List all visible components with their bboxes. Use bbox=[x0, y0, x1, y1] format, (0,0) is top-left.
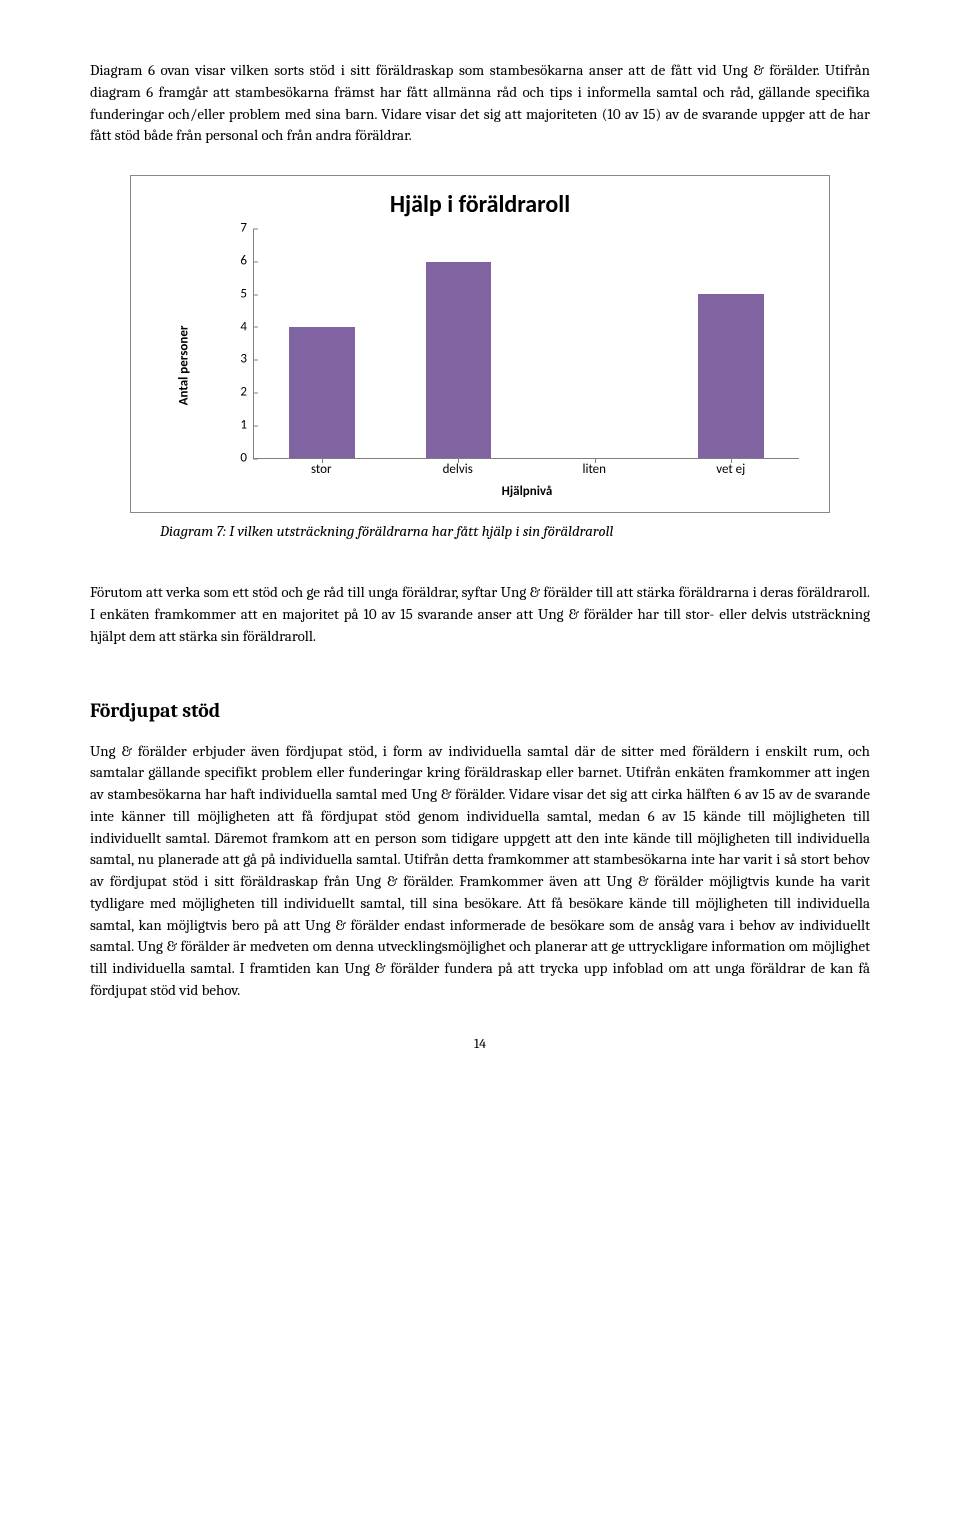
x-tick-label: delvis bbox=[389, 461, 526, 480]
body-paragraph-2: Förutom att verka som ett stöd och ge rå… bbox=[90, 582, 870, 647]
chart-box bbox=[253, 229, 799, 459]
y-tick-label: 0 bbox=[240, 449, 247, 468]
y-tick-label: 2 bbox=[240, 384, 247, 403]
intro-paragraph: Diagram 6 ovan visar vilken sorts stöd i… bbox=[90, 60, 870, 147]
y-tick-label: 5 bbox=[240, 285, 247, 304]
y-tick-label: 3 bbox=[240, 351, 247, 370]
plot-area: 01234567 bbox=[225, 229, 799, 459]
y-ticks: 01234567 bbox=[225, 229, 253, 459]
body-paragraph-3: Ung & förälder erbjuder även fördjupat s… bbox=[90, 741, 870, 1002]
section-heading: Fördjupat stöd bbox=[90, 696, 870, 725]
y-tick-label: 1 bbox=[240, 417, 247, 436]
x-axis-label: Hjälpnivå bbox=[225, 483, 829, 502]
bar bbox=[698, 294, 763, 458]
y-axis-label-col: Antal personer bbox=[131, 356, 225, 375]
x-tick-label: vet ej bbox=[662, 461, 799, 480]
page-number: 14 bbox=[90, 1034, 870, 1054]
chart-caption: Diagram 7: I vilken utsträckning föräldr… bbox=[160, 521, 830, 543]
x-tick-label: stor bbox=[253, 461, 390, 480]
bar bbox=[289, 327, 354, 458]
y-tick-label: 6 bbox=[240, 252, 247, 271]
chart-title: Hjälp i föräldraroll bbox=[131, 188, 829, 223]
bar bbox=[426, 262, 491, 458]
chart-container: Hjälp i föräldraroll Antal personer 0 1 2 3… bbox=[130, 175, 830, 513]
x-tick-label: liten bbox=[526, 461, 663, 480]
y-tick-label: 7 bbox=[240, 219, 247, 238]
y-tick-label: 4 bbox=[240, 318, 247, 337]
y-axis-label: Antal personer bbox=[176, 325, 195, 405]
x-labels: stordelvislitenvet ej bbox=[253, 459, 799, 479]
